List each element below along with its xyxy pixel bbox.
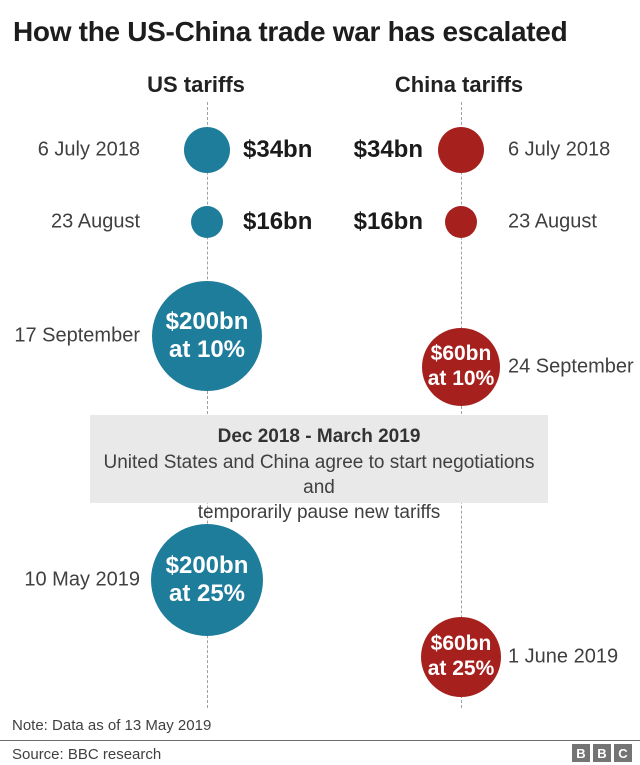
us-tariff-bubble-200bn-25pct: $200bn at 25% [151, 524, 263, 636]
footer-divider [0, 740, 640, 741]
bubble-amount: $60bn [430, 342, 492, 366]
pause-box-text-line1: United States and China agree to start n… [103, 452, 535, 498]
us-column-header: US tariffs [147, 72, 245, 97]
china-event-amount: $16bn [353, 208, 423, 235]
pause-box-heading: Dec 2018 - March 2019 [217, 426, 421, 447]
us-event-date: 23 August [51, 210, 140, 233]
bbc-logo-block: B [572, 744, 590, 762]
us-tariff-bubble-200bn-10pct: $200bn at 10% [152, 281, 262, 391]
us-event-date: 10 May 2019 [24, 568, 140, 591]
page-title: How the US-China trade war has escalated [13, 16, 568, 47]
bubble-rate: at 10% [427, 367, 495, 390]
bubble-rate: at 25% [168, 580, 246, 607]
china-tariff-bubble-16bn [445, 206, 477, 238]
china-event-amount: $34bn [353, 136, 423, 163]
us-timeline-axis [207, 102, 208, 708]
china-tariff-bubble-60bn-10pct: $60bn at 10% [422, 328, 500, 406]
us-tariff-bubble-34bn [184, 127, 230, 173]
china-tariff-bubble-60bn-25pct: $60bn at 25% [421, 617, 501, 697]
china-event-date: 6 July 2018 [508, 138, 611, 161]
bbc-logo-block: B [593, 744, 611, 762]
us-event-date: 6 July 2018 [37, 138, 140, 161]
bubble-amount: $60bn [430, 632, 492, 656]
bubble-rate: at 25% [427, 657, 495, 680]
us-tariff-bubble-16bn [191, 206, 223, 238]
china-event-date: 23 August [508, 210, 597, 233]
bubble-rate: at 10% [168, 336, 246, 363]
pause-box-text-line2: temporarily pause new tariffs [197, 502, 441, 523]
china-column-header: China tariffs [394, 72, 524, 97]
us-event-amount: $16bn [243, 208, 313, 235]
bubble-amount: $200bn [165, 551, 249, 579]
note-text: Note: Data as of 13 May 2019 [12, 717, 212, 734]
china-tariff-bubble-34bn [438, 127, 484, 173]
source-text: Source: BBC research [12, 746, 162, 763]
negotiation-pause-box: Dec 2018 - March 2019 United States and … [90, 415, 548, 523]
bubble-amount: $200bn [165, 307, 249, 335]
bbc-logo-block: C [614, 744, 632, 762]
china-event-date: 1 June 2019 [508, 645, 619, 668]
china-event-date: 24 September [508, 355, 634, 378]
us-event-amount: $34bn [243, 136, 313, 163]
bbc-logo: B B C [572, 744, 632, 762]
us-event-date: 17 September [14, 324, 140, 347]
